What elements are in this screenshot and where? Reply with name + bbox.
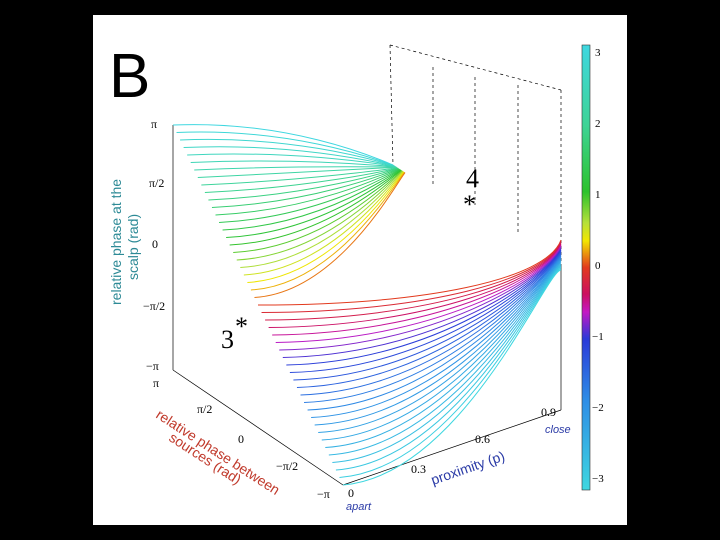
- z-tick-pi: π: [151, 117, 157, 131]
- y-tick-half-pi: π/2: [197, 402, 212, 416]
- surface-curve: [172, 124, 394, 166]
- y-tick-neg-pi: −π: [317, 487, 330, 501]
- top-back-edge: [389, 44, 562, 91]
- surface-curve: [286, 249, 562, 366]
- marker-3-number: 3: [221, 325, 234, 354]
- surface-curve: [311, 258, 562, 418]
- x-tick-0: 0: [348, 486, 354, 500]
- surface-curve: [215, 168, 400, 216]
- surface-curve: [201, 167, 398, 186]
- y-tick-zero: 0: [238, 432, 244, 446]
- surface-curve: [342, 269, 562, 486]
- surface-curve: [243, 171, 404, 276]
- surface-curve: [300, 254, 562, 396]
- cb-tick-neg1: −1: [592, 331, 604, 343]
- surface-curve: [265, 242, 562, 321]
- surface-curve: [254, 172, 406, 298]
- surface-curves: [172, 124, 562, 486]
- surface-curve: [275, 246, 562, 343]
- panel-letter: B: [109, 42, 150, 111]
- surface-plot: B π π/2 0 −π/2 −π π π/2 0: [108, 42, 604, 513]
- surface-curve: [321, 262, 562, 441]
- surface-curve: [279, 247, 562, 351]
- y-axis-title-line1: relative phase between: [153, 406, 282, 498]
- marker-4-asterisk: *: [463, 190, 476, 219]
- y-axis-ticks: π π/2 0 −π/2 −π: [153, 376, 330, 501]
- surface-curve: [257, 239, 562, 306]
- surface-curve: [335, 267, 562, 471]
- surface-curve: [339, 268, 562, 478]
- surface-curve: [272, 244, 562, 336]
- z-axis-title-line2: scalp (rad): [125, 214, 141, 280]
- colorbar: [581, 44, 591, 491]
- x-tick-06: 0.6: [475, 432, 490, 446]
- x-label-apart: apart: [346, 501, 372, 513]
- annotations: 3 * 4 *: [221, 164, 479, 354]
- z-tick-half-pi: π/2: [149, 176, 164, 190]
- surface-curve: [190, 160, 396, 168]
- surface-curve: [187, 153, 396, 167]
- colorbar-ticks: 3 2 1 0 −1 −2 −3: [592, 47, 604, 485]
- y-axis-line: [172, 369, 344, 486]
- axis-titles: relative phase at the scalp (rad) relati…: [108, 179, 507, 498]
- surface-curve: [289, 250, 562, 373]
- surface-curve: [194, 166, 397, 171]
- surface-curve: [208, 167, 399, 201]
- surface-curve: [226, 169, 402, 238]
- x-tick-03: 0.3: [411, 462, 426, 476]
- surface-curve: [304, 255, 562, 403]
- x-axis-ticks: 0 0.3 0.6 0.9 apart close: [346, 405, 571, 513]
- surface-curve: [328, 264, 562, 456]
- cb-tick-3: 3: [595, 47, 601, 59]
- surface-curve: [204, 167, 398, 193]
- x-axis-line: [342, 409, 562, 486]
- surface-curve: [325, 263, 562, 448]
- surface-curve: [197, 166, 397, 178]
- surface-curve: [180, 138, 395, 167]
- surface-curve: [240, 170, 404, 268]
- y-tick-pi: π: [153, 376, 159, 390]
- surface-curve: [307, 257, 562, 411]
- x-axis-title: proximity (p): [429, 448, 507, 488]
- surface-curve: [222, 169, 401, 231]
- surface-curve: [176, 131, 394, 166]
- surface-curve: [236, 170, 403, 261]
- z-tick-neg-pi: −π: [146, 359, 159, 373]
- y-tick-neg-half-pi: −π/2: [276, 459, 298, 473]
- surface-curve: [247, 171, 405, 283]
- surface-curve: [314, 259, 562, 426]
- surface-curve: [261, 241, 562, 313]
- figure-panel: B π π/2 0 −π/2 −π π π/2 0: [93, 15, 627, 525]
- marker-4-number: 4: [466, 164, 479, 193]
- x-tick-09: 0.9: [541, 405, 556, 419]
- cb-tick-neg2: −2: [592, 402, 604, 414]
- z-tick-neg-half-pi: −π/2: [143, 299, 165, 313]
- surface-curve: [282, 248, 562, 358]
- back-edge: [389, 44, 394, 166]
- cb-tick-neg3: −3: [592, 473, 604, 485]
- surface-curve: [293, 252, 562, 381]
- cb-tick-0: 0: [595, 260, 601, 272]
- surface-curve: [318, 260, 562, 433]
- cb-tick-2: 2: [595, 118, 601, 130]
- surface-curve: [219, 168, 401, 223]
- surface-curve: [268, 243, 562, 328]
- cb-tick-1: 1: [595, 189, 601, 201]
- z-axis-title-line1: relative phase at the: [108, 179, 124, 305]
- surface-curve: [229, 169, 402, 246]
- surface-curve: [211, 168, 399, 208]
- marker-3-asterisk: *: [235, 312, 248, 341]
- z-tick-zero: 0: [152, 237, 158, 251]
- plot-box: [172, 44, 562, 486]
- z-axis-ticks: π π/2 0 −π/2 −π: [143, 117, 165, 373]
- x-label-close: close: [545, 424, 571, 436]
- surface-curve: [183, 146, 395, 167]
- surface-curve: [250, 171, 405, 291]
- surface-curve: [332, 265, 562, 463]
- surface-curve: [233, 170, 403, 253]
- surface-curve: [296, 253, 562, 388]
